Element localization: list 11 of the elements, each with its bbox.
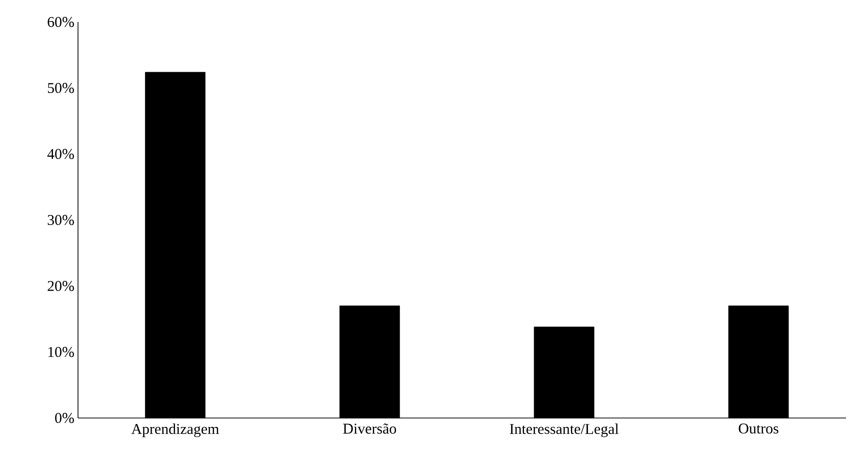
y-tick-label: 40% bbox=[47, 148, 74, 160]
y-tick-label: 0% bbox=[55, 412, 74, 424]
x-tick-label: Diversão bbox=[343, 424, 396, 434]
y-tick-label: 30% bbox=[48, 214, 74, 226]
y-tick-label: 10% bbox=[48, 346, 74, 358]
y-tick-label: 50% bbox=[48, 82, 74, 94]
x-tick-label: Interessante/Legal bbox=[510, 424, 619, 438]
x-tick-label: Outros bbox=[738, 424, 778, 434]
x-tick-label: Aprendizagem bbox=[131, 424, 219, 438]
y-tick-label: 20% bbox=[48, 280, 74, 292]
y-tick-label: 60% bbox=[48, 16, 74, 28]
